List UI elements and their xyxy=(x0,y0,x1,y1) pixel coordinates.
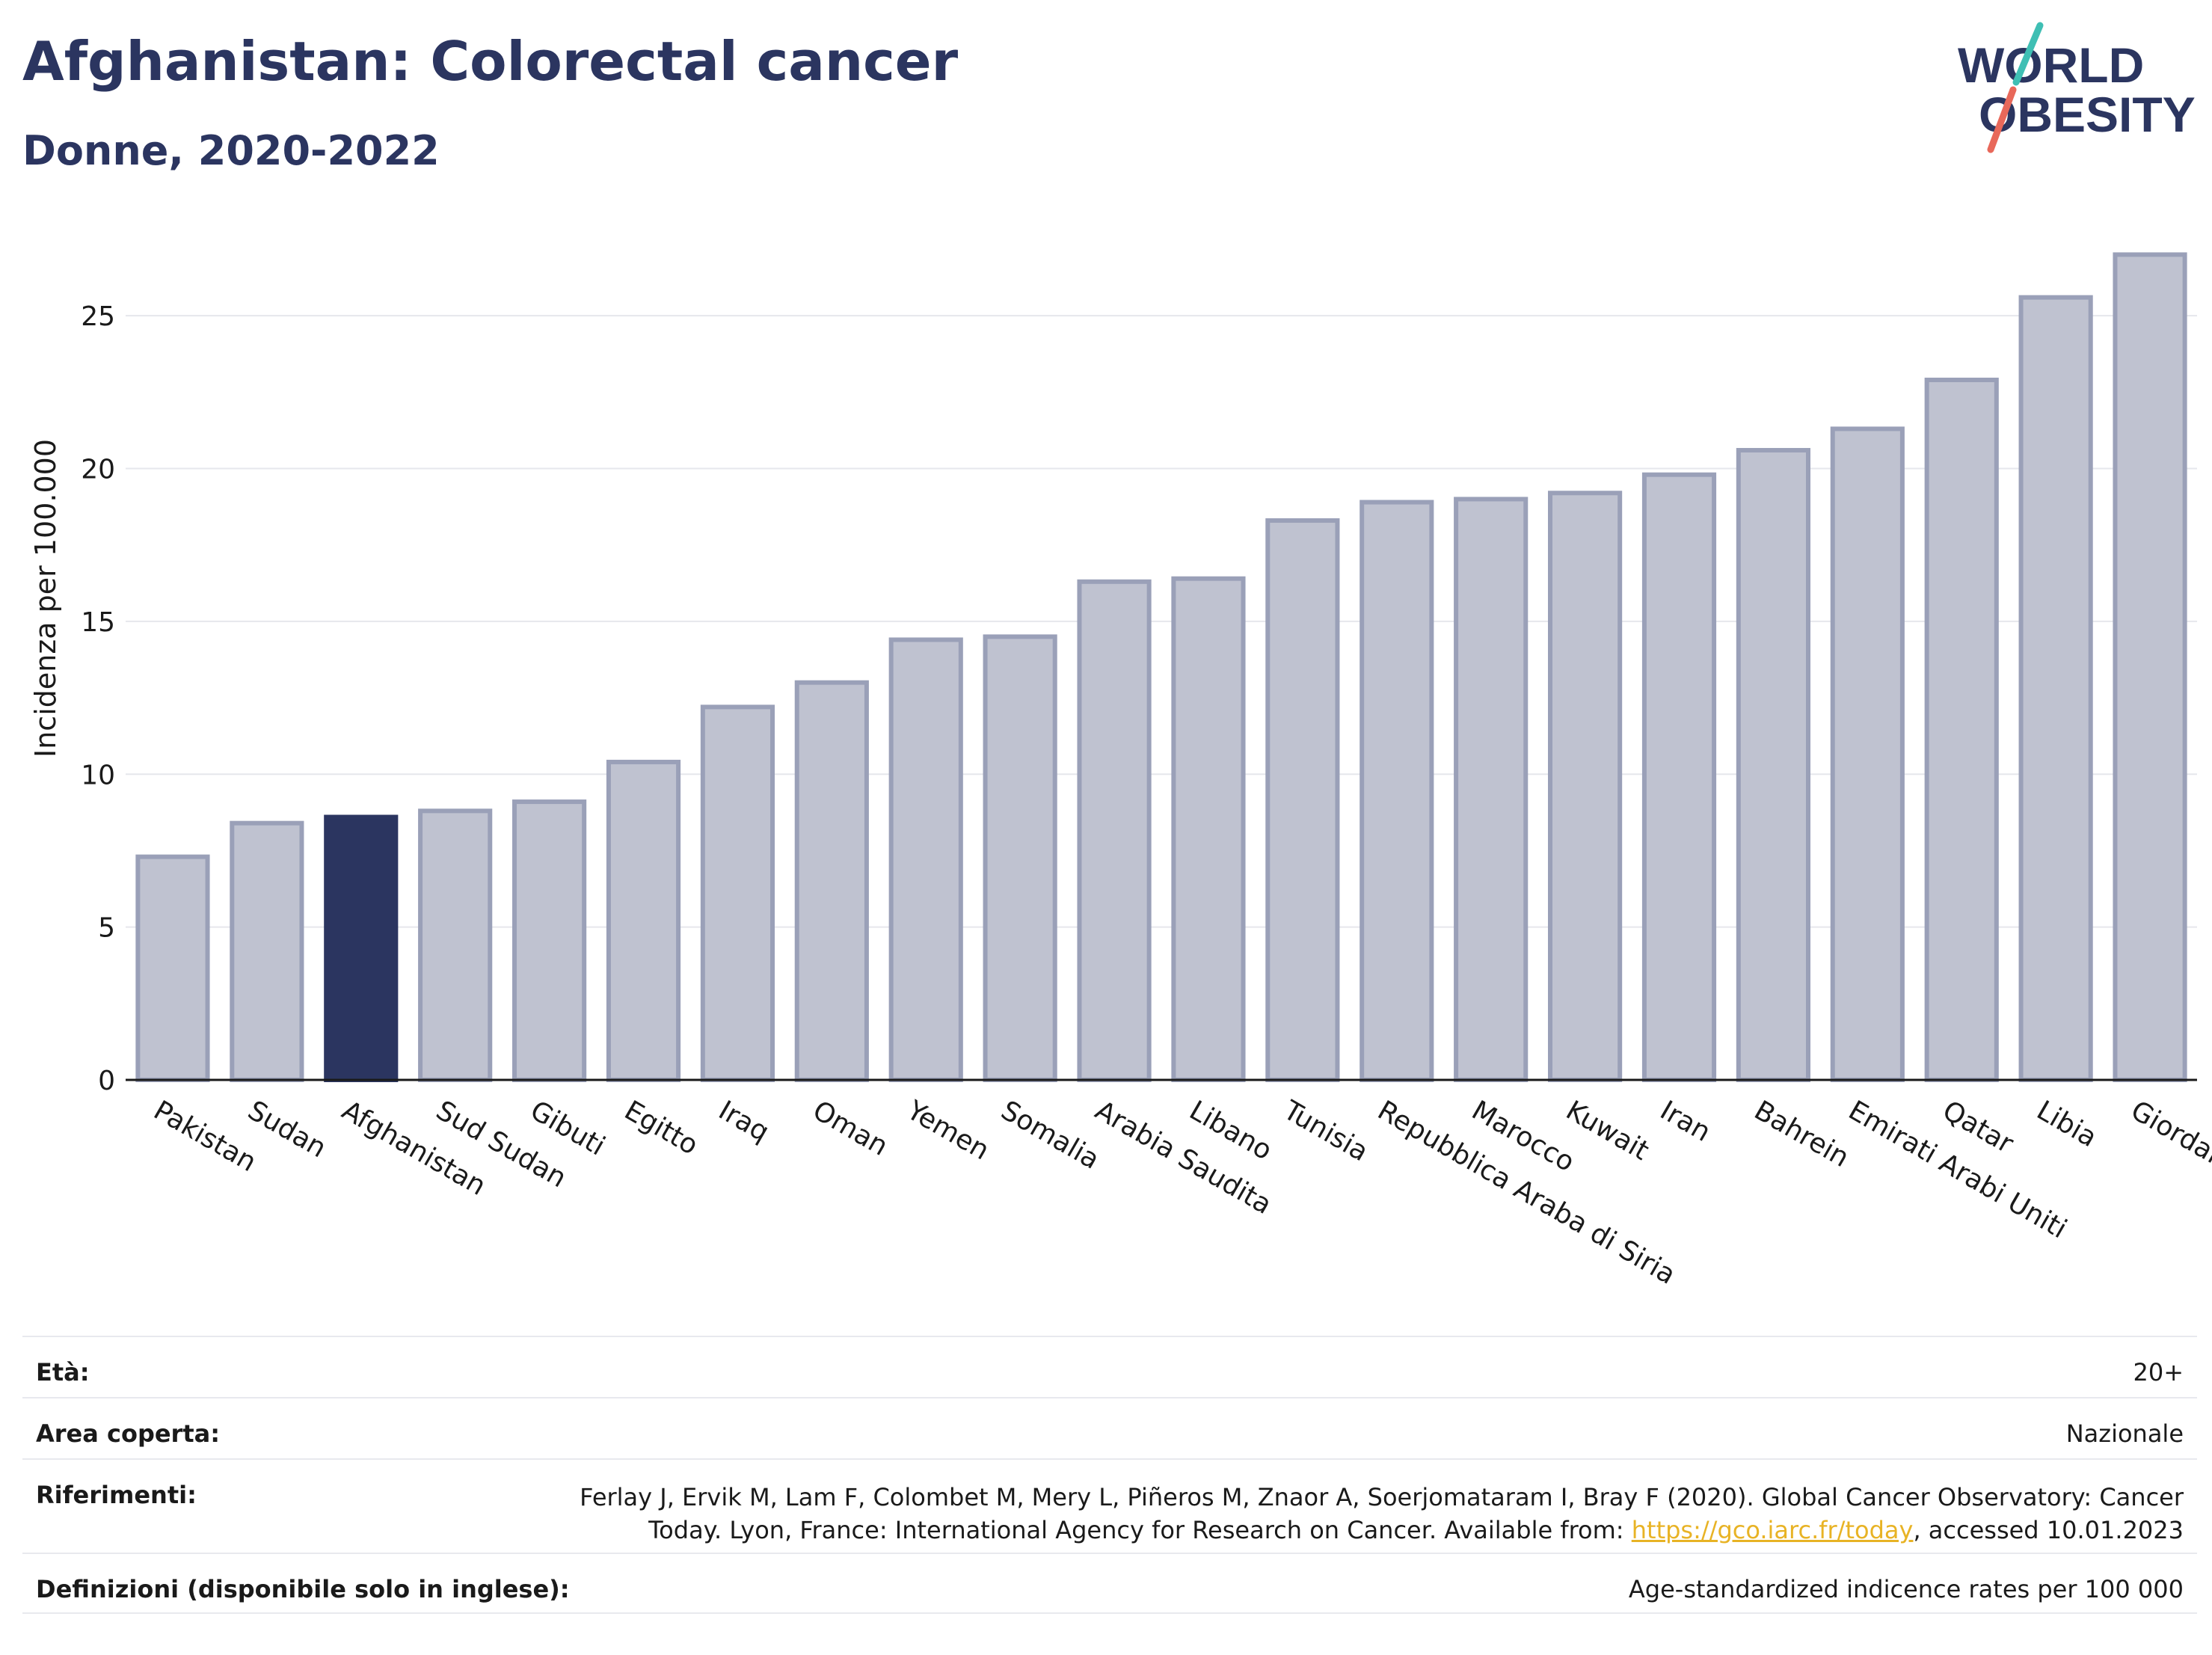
age-value: 20+ xyxy=(2133,1358,2184,1387)
page-title: Afghanistan: Colorectal cancer xyxy=(22,30,959,93)
y-tick-label: 20 xyxy=(81,455,115,485)
axis-layer: 0 5 10 15 20 25 xyxy=(81,301,2197,1096)
references-label: Riferimenti: xyxy=(36,1481,197,1509)
y-axis-label: Incidenza per 100.000 xyxy=(29,439,62,758)
logo-slash-bottom xyxy=(1987,86,2017,153)
x-tick-label: Iran xyxy=(1655,1095,1715,1148)
x-tick-label: Oman xyxy=(808,1095,893,1162)
bar-libia xyxy=(2018,295,2093,1082)
x-tick-label: Somalia xyxy=(996,1095,1105,1176)
bar-kuwait xyxy=(1548,491,1623,1082)
definitions-value: Age-standardized indicence rates per 100… xyxy=(1628,1575,2184,1603)
references-text: Ferlay J, Ervik M, Lam F, Colombet M, Me… xyxy=(580,1483,2184,1544)
bar-afghanistan xyxy=(324,814,399,1082)
x-tick-label: Libia xyxy=(2032,1095,2102,1153)
y-tick-label: 10 xyxy=(81,760,115,790)
bar-somalia xyxy=(983,634,1057,1082)
bar-giordania xyxy=(2113,252,2187,1082)
bar-tunisia xyxy=(1265,518,1340,1082)
meta-row-age: Età: 20+ xyxy=(22,1336,2197,1397)
bar-emirati-arabi-uniti xyxy=(1830,426,1905,1082)
bar-oman xyxy=(794,680,869,1082)
references-accessed: , accessed 10.01.2023 xyxy=(1913,1516,2184,1544)
y-tick-label: 5 xyxy=(98,913,115,944)
world-obesity-logo: WORLD OBESITY xyxy=(1958,22,2196,153)
bar-marocco xyxy=(1454,497,1529,1082)
area-value: Nazionale xyxy=(2065,1419,2184,1448)
bar-libano xyxy=(1171,576,1246,1082)
bar-repubblica-araba-di-siria xyxy=(1360,500,1434,1082)
references-link[interactable]: https://gco.iarc.fr/today xyxy=(1631,1516,1914,1544)
age-label: Età: xyxy=(36,1358,90,1387)
x-tick-label: Egitto xyxy=(619,1095,703,1161)
bar-sudan xyxy=(230,820,304,1082)
bar-gibuti xyxy=(512,799,587,1083)
x-tick-label: Tunisia xyxy=(1277,1095,1373,1167)
x-tick-label: Giordania xyxy=(2126,1095,2212,1186)
bar-qatar xyxy=(1924,378,1999,1083)
x-tick-label: Pakistan xyxy=(148,1095,261,1178)
x-tick-label: Yemen xyxy=(901,1095,995,1167)
bar-yemen xyxy=(888,637,963,1082)
logo-line-2: OBESITY xyxy=(1979,87,2196,142)
references-value: Ferlay J, Ervik M, Lam F, Colombet M, Me… xyxy=(538,1481,2184,1547)
meta-row-definitions: Definizioni (disponibile solo in inglese… xyxy=(22,1553,2197,1614)
bar-bahrein xyxy=(1736,448,1810,1082)
logo-slash-top xyxy=(2012,22,2044,86)
bar-arabia-saudita xyxy=(1077,579,1152,1082)
logo-line-1: WORLD xyxy=(1958,37,2144,93)
definitions-label: Definizioni (disponibile solo in inglese… xyxy=(36,1575,570,1603)
metadata-table: Età: 20+ Area coperta: Nazionale Riferim… xyxy=(22,1336,2197,1614)
bar-pakistan xyxy=(135,854,210,1083)
bar-egitto xyxy=(606,759,681,1082)
bar-iran xyxy=(1641,472,1717,1082)
y-tick-label: 15 xyxy=(81,607,115,638)
area-label: Area coperta: xyxy=(36,1419,221,1448)
bar-sud-sudan xyxy=(418,808,493,1082)
x-tick-label: Bahrein xyxy=(1749,1095,1854,1173)
bar-iraq xyxy=(700,704,775,1082)
y-tick-label: 0 xyxy=(98,1066,115,1096)
y-tick-label: 25 xyxy=(81,301,115,332)
bar-layer xyxy=(135,252,2187,1083)
x-tick-label: Iraq xyxy=(713,1095,774,1148)
meta-row-area: Area coperta: Nazionale xyxy=(22,1397,2197,1458)
page-subtitle: Donne, 2020-2022 xyxy=(22,127,440,174)
meta-row-references: Riferimenti: Ferlay J, Ervik M, Lam F, C… xyxy=(22,1458,2197,1553)
